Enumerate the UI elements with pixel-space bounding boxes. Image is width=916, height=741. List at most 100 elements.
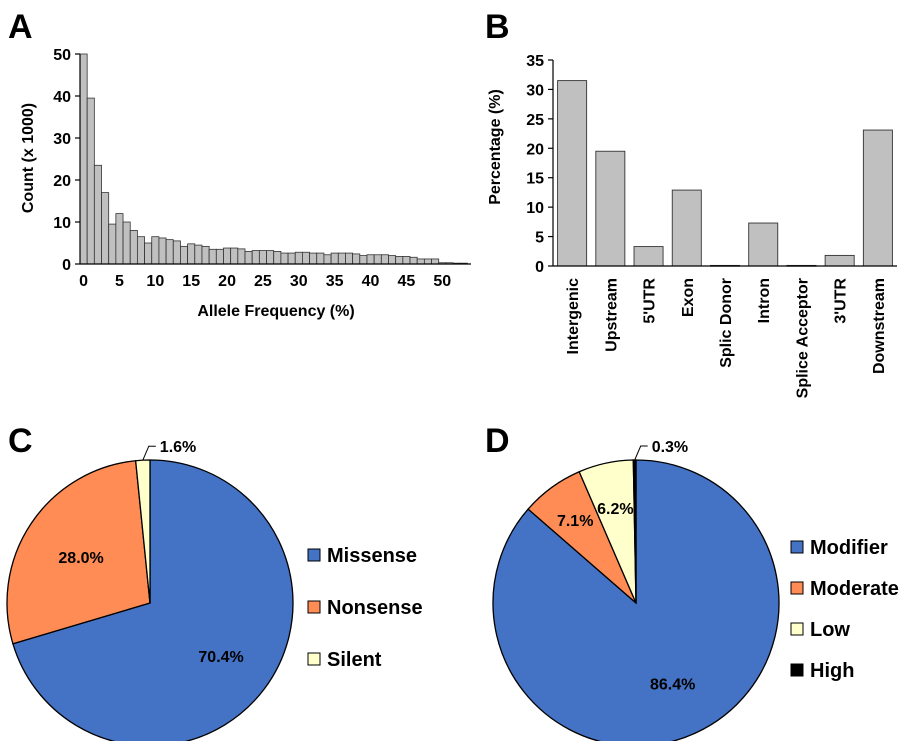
y-tick-label: 40 — [53, 89, 71, 106]
histogram-bar — [237, 248, 246, 265]
histogram-bar — [373, 254, 382, 265]
slice-label: 28.0% — [58, 550, 103, 567]
histogram-bar — [380, 254, 389, 265]
category-bar — [862, 129, 893, 267]
histogram-bar — [423, 258, 432, 265]
x-tick-label: Upstream — [603, 278, 620, 352]
panel-b: B Intergenic Upstream 5'UTR Exon Splic Donor… — [485, 8, 897, 398]
histogram-bar — [136, 236, 145, 265]
legend-swatch — [307, 548, 321, 562]
x-tick-label: 0 — [79, 273, 88, 290]
histogram-bar — [223, 247, 232, 265]
panel-c: C 70.4% 28.0% 1.6% Missense Nonsense Silent — [6, 422, 423, 741]
legend: Missense Nonsense Silent — [307, 545, 423, 671]
y-axis-title: Count (x 1000) — [20, 103, 37, 213]
histogram-bar — [108, 223, 117, 265]
x-tick-label: 10 — [146, 273, 164, 290]
category-bar — [671, 189, 702, 267]
x-tick-label: 30 — [290, 273, 308, 290]
pie-slice — [632, 459, 637, 604]
histogram-bar — [158, 237, 167, 265]
x-tick-label: Exon — [680, 278, 697, 317]
panel-letter: C — [8, 422, 33, 460]
slice-label: 0.3% — [652, 439, 688, 456]
panel-letter: A — [8, 8, 33, 46]
category-bar — [557, 80, 588, 267]
histogram-bar — [280, 252, 289, 265]
histogram-bar — [323, 254, 332, 265]
histogram-bar — [187, 243, 196, 265]
y-tick-label: 35 — [526, 53, 544, 70]
x-tick-label: 25 — [254, 273, 272, 290]
category-bar — [633, 246, 664, 267]
histogram-bar — [101, 192, 110, 265]
category-bar — [595, 150, 626, 267]
histogram-bar — [337, 252, 346, 265]
histogram-bar — [388, 255, 397, 265]
leader-line — [142, 445, 156, 461]
histogram-bar — [165, 239, 174, 265]
histogram-bar — [180, 245, 189, 265]
category-bar — [824, 254, 855, 267]
legend-label: Modifier — [810, 537, 888, 559]
x-tick-label: 5 — [115, 273, 124, 290]
y-tick-label: 30 — [526, 82, 544, 99]
legend-swatch — [790, 540, 804, 554]
y-tick-label: 30 — [53, 131, 71, 148]
x-tick-label: Downstream — [871, 278, 888, 374]
legend-label: Nonsense — [327, 597, 423, 619]
y-tick-label: 15 — [526, 171, 544, 188]
y-axis-title: Percentage (%) — [487, 89, 504, 205]
legend-label: Low — [810, 619, 850, 641]
y-tick-label: 25 — [526, 112, 544, 129]
legend-swatch — [307, 652, 321, 666]
y-tick-label: 10 — [53, 215, 71, 232]
histogram-bar — [409, 256, 418, 265]
histogram-bar — [309, 252, 318, 265]
panel-a: A 0 10 20 30 40 50 0 5 10 15 20 25 30 35 40 45 50 Allele… — [8, 8, 471, 320]
panel-letter: B — [485, 8, 510, 46]
x-tick-label: Intron — [756, 278, 773, 323]
histogram-bar — [287, 252, 296, 265]
histogram-bar — [431, 258, 440, 265]
y-tick-label: 10 — [526, 200, 544, 217]
legend-swatch — [790, 622, 804, 636]
histogram-bar — [129, 229, 138, 265]
histogram-bar — [79, 53, 88, 265]
histogram-bar — [244, 250, 253, 265]
x-tick-label: 15 — [182, 273, 200, 290]
legend-label: Silent — [327, 649, 382, 671]
y-tick-label: 20 — [53, 173, 71, 190]
impact-pie: 86.4% 7.1%6.2% 0.3% — [492, 439, 780, 741]
x-tick-label: 40 — [362, 273, 380, 290]
histogram-axes: 0 10 20 30 40 50 0 5 10 15 20 25 30 35 40 45 50 — [53, 47, 471, 290]
y-tick-label: 50 — [53, 47, 71, 64]
slice-label: 1.6% — [160, 439, 196, 456]
histogram-bar — [402, 256, 411, 265]
histogram-bar — [359, 255, 368, 265]
histogram-bar — [251, 250, 260, 265]
legend-swatch — [307, 600, 321, 614]
histogram-bar — [86, 97, 95, 265]
leader-line — [634, 445, 648, 461]
histogram-bar — [416, 258, 425, 265]
slice-label: 6.2% — [597, 501, 633, 518]
histogram-bar — [316, 252, 325, 265]
y-tick-label: 5 — [535, 230, 544, 247]
histogram-bar — [266, 250, 275, 265]
pie-slice — [492, 459, 780, 741]
histogram-bar — [258, 250, 267, 265]
pie-slice — [12, 459, 294, 741]
histogram-bar — [151, 236, 160, 265]
x-tick-label: 35 — [326, 273, 344, 290]
x-tick-label: 50 — [433, 273, 451, 290]
histogram-bar — [301, 251, 310, 265]
x-tick-label: Splice Acceptor — [794, 278, 811, 398]
histogram-bar — [273, 250, 282, 265]
legend-swatch — [790, 663, 804, 677]
histogram-bar — [345, 252, 354, 265]
x-tick-label: Splic Donor — [718, 278, 735, 368]
mutation-type-pie: 70.4% 28.0% 1.6% — [6, 439, 294, 741]
histogram-bar — [230, 247, 239, 265]
